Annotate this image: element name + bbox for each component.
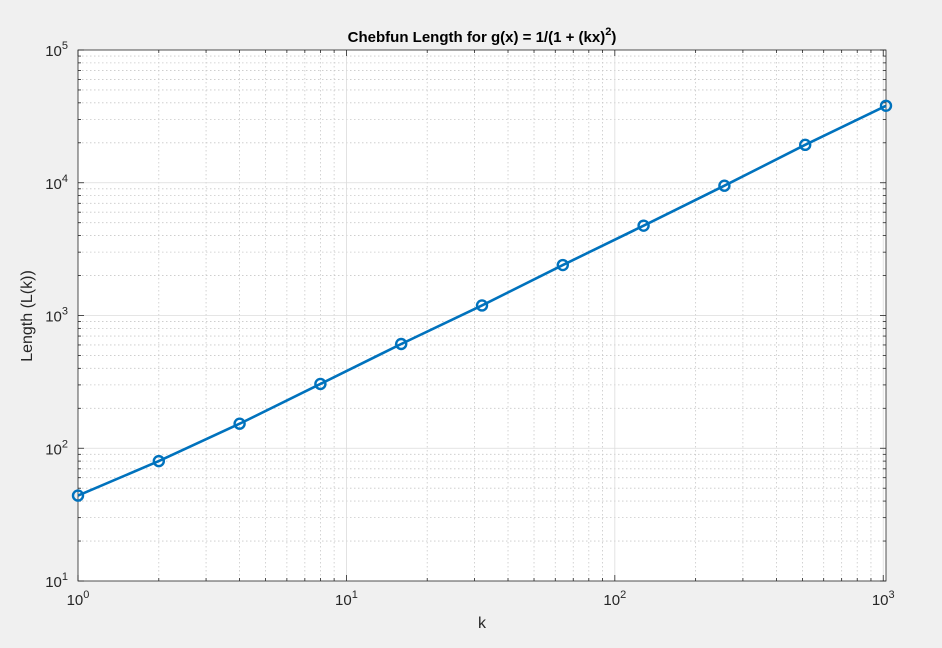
data-point (475, 299, 489, 312)
data-point (71, 489, 85, 502)
y-tick-label: 103 (45, 306, 68, 326)
x-tick-exponent: 0 (83, 589, 89, 601)
x-tick-exponent: 1 (352, 589, 358, 601)
data-point (314, 377, 327, 391)
y-tick-base: 10 (45, 441, 62, 458)
data-point (718, 179, 731, 192)
y-tick-exponent: 3 (62, 306, 68, 318)
data-point (556, 258, 569, 272)
minor-grid (78, 50, 886, 581)
x-tick-exponent: 2 (620, 589, 626, 601)
y-tick-base: 10 (45, 43, 62, 60)
major-grid (78, 50, 886, 581)
y-tick-label: 105 (45, 40, 68, 60)
series-line (77, 104, 887, 497)
y-tick-exponent: 2 (62, 438, 68, 450)
y-tick-base: 10 (45, 176, 62, 193)
y-tick-label: 102 (45, 438, 68, 458)
x-axis-label: k (478, 615, 487, 632)
x-tick-label: 103 (872, 589, 895, 609)
data-point (395, 337, 408, 351)
x-tick-label: 100 (67, 589, 90, 609)
data-point (879, 99, 893, 112)
y-tick-label: 104 (45, 173, 68, 193)
data-point (799, 138, 812, 152)
y-tick-exponent: 1 (62, 571, 68, 583)
y-tick-exponent: 4 (62, 173, 68, 185)
x-tick-base: 10 (335, 592, 352, 609)
data-point (233, 417, 246, 430)
x-tick-base: 10 (872, 592, 889, 609)
y-tick-base: 10 (45, 309, 62, 326)
y-tick-exponent: 5 (62, 40, 68, 52)
y-tick-label: 101 (45, 571, 68, 591)
x-tick-label: 101 (335, 589, 358, 609)
y-tick-base: 10 (45, 574, 62, 591)
axis-ticks (77, 49, 886, 582)
series-layer (71, 99, 893, 502)
data-point (152, 454, 166, 468)
x-tick-exponent: 3 (889, 589, 895, 601)
y-axis-label: Length (L(k)) (19, 270, 36, 362)
x-tick-labels: 100 101 102 103 (67, 589, 895, 609)
chart-title: Chebfun Length for g(x) = 1/(1 + (kx)2) (348, 26, 617, 46)
x-tick-base: 10 (603, 592, 620, 609)
x-tick-label: 102 (603, 589, 626, 609)
x-tick-base: 10 (67, 592, 84, 609)
data-point (637, 219, 650, 232)
